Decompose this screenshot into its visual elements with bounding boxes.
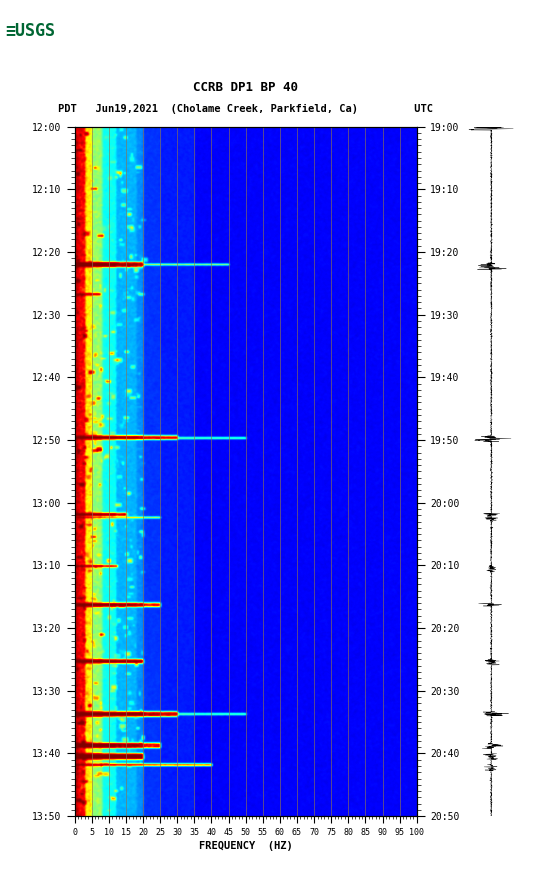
Text: CCRB DP1 BP 40: CCRB DP1 BP 40 xyxy=(193,80,298,94)
X-axis label: FREQUENCY  (HZ): FREQUENCY (HZ) xyxy=(199,841,293,851)
Text: PDT   Jun19,2021  (Cholame Creek, Parkfield, Ca)         UTC: PDT Jun19,2021 (Cholame Creek, Parkfield… xyxy=(58,104,433,114)
Text: ≡USGS: ≡USGS xyxy=(6,22,56,40)
